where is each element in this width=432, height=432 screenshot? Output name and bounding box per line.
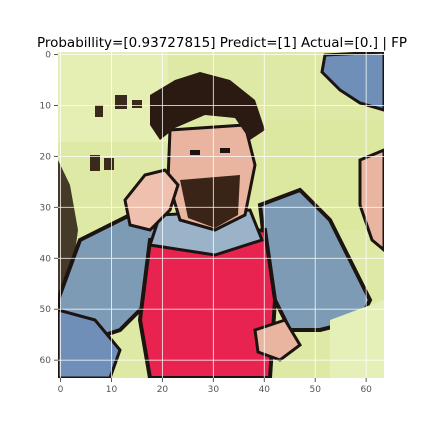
y-tick-label: 30 bbox=[40, 203, 52, 213]
grid bbox=[58, 52, 384, 378]
x-tick-label: 0 bbox=[58, 385, 64, 395]
hair bbox=[150, 72, 265, 140]
top-right-object bbox=[320, 52, 384, 112]
x-tick-label: 30 bbox=[208, 385, 220, 395]
red-shirt bbox=[137, 227, 278, 378]
y-tick-label: 40 bbox=[40, 254, 52, 264]
y-tick-label: 50 bbox=[40, 305, 52, 315]
y-tick-label: 20 bbox=[40, 152, 52, 162]
x-tick-label: 50 bbox=[310, 385, 322, 395]
x-tick-label: 20 bbox=[157, 385, 169, 395]
x-axis: 0 10 20 30 40 50 60 bbox=[58, 378, 372, 395]
y-tick-label: 0 bbox=[45, 51, 51, 61]
y-tick-label: 10 bbox=[40, 101, 52, 111]
x-tick-label: 60 bbox=[360, 385, 372, 395]
y-tick-label: 60 bbox=[40, 356, 52, 366]
y-axis: 0 10 20 30 40 50 60 bbox=[40, 51, 58, 366]
photo bbox=[58, 52, 384, 378]
hand bbox=[123, 168, 180, 232]
figure-title: Probabillity=[0.93727815] Predict=[1] Ac… bbox=[37, 35, 407, 51]
x-tick-label: 40 bbox=[259, 385, 271, 395]
image-area: 0 10 20 30 40 50 60 0 10 20 30 40 50 60 bbox=[40, 51, 384, 395]
x-tick-label: 10 bbox=[106, 385, 118, 395]
